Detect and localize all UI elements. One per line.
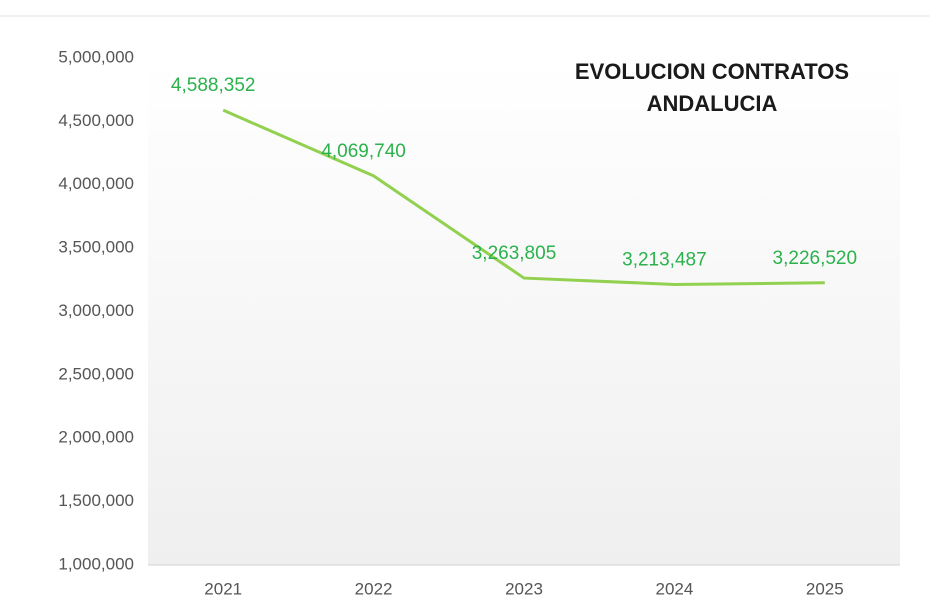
y-tick-label: 2,500,000 bbox=[58, 364, 134, 383]
x-tick-label: 2023 bbox=[505, 579, 543, 598]
data-label: 3,213,487 bbox=[622, 249, 707, 270]
data-label: 3,226,520 bbox=[773, 248, 858, 269]
x-tick-label: 2021 bbox=[204, 579, 242, 598]
y-tick-label: 3,000,000 bbox=[58, 301, 134, 320]
y-tick-label: 1,000,000 bbox=[58, 554, 134, 573]
y-tick-label: 5,000,000 bbox=[58, 47, 134, 66]
y-tick-label: 4,000,000 bbox=[58, 174, 134, 193]
data-label: 3,263,805 bbox=[472, 243, 557, 264]
y-tick-label: 3,500,000 bbox=[58, 238, 134, 257]
y-tick-label: 1,500,000 bbox=[58, 491, 134, 510]
chart-title: EVOLUCION CONTRATOS ANDALUCIA bbox=[574, 59, 850, 116]
y-tick-label: 4,500,000 bbox=[58, 111, 134, 130]
y-tick-label: 2,000,000 bbox=[58, 428, 134, 447]
data-label: 4,588,352 bbox=[171, 75, 256, 96]
plot-area bbox=[148, 58, 900, 565]
x-tick-label: 2025 bbox=[806, 579, 844, 598]
line bbox=[222, 108, 825, 286]
x-tick-label: 2022 bbox=[355, 579, 393, 598]
x-tick-label: 2024 bbox=[655, 579, 693, 598]
data-label: 4,069,740 bbox=[321, 141, 406, 162]
